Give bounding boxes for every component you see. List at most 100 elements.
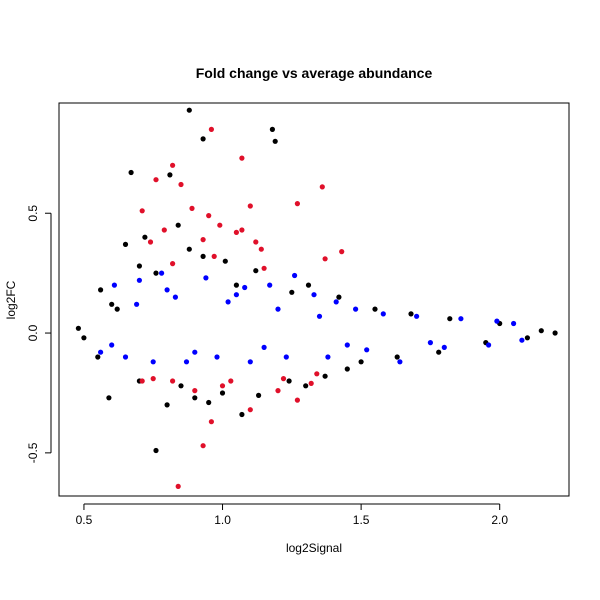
data-point-red [200,237,206,243]
data-point-red [228,378,234,384]
data-point-black [95,354,101,360]
data-point-blue [98,349,104,355]
data-point-black [128,169,134,176]
data-point-black [305,282,312,288]
data-point-black [153,270,159,276]
data-point-black [322,373,328,379]
data-point-red [314,371,320,377]
data-point-blue [122,354,129,360]
data-point-blue [172,294,178,300]
data-point-black [358,359,364,365]
data-point-black [122,241,129,247]
x-axis: 0.5 1.0 1.5 2.0 [76,503,508,527]
data-point-red [294,397,300,403]
x-tick-label: 1.5 [353,513,370,527]
y-tick-label: -0.5 [26,442,40,463]
data-point-red [147,239,154,245]
chart-title: Fold change vs average abundance [196,65,433,81]
data-point-blue [427,340,433,346]
data-point-blue [164,287,170,293]
data-point-black [436,349,442,355]
data-point-blue [225,299,231,305]
data-point-red [275,388,281,394]
data-point-blue [380,311,386,317]
y-axis: -0.5 0.0 0.5 [26,205,52,463]
data-point-blue [311,292,317,298]
data-point-blue [494,318,500,324]
data-point-black [136,263,142,269]
data-point-red [208,419,214,425]
data-point-black [408,311,414,317]
data-point-blue [441,344,447,350]
x-tick-label: 1.0 [214,513,231,527]
data-point-black [192,395,198,401]
data-point-red [322,256,328,262]
data-point-blue [275,306,281,312]
data-point-red [170,378,176,384]
data-point-blue [247,359,253,365]
data-point-red [139,208,145,214]
data-point-blue [150,359,156,365]
data-point-blue [344,342,350,348]
data-point-black [372,306,378,312]
data-point-blue [192,349,198,355]
data-point-blue [267,282,273,288]
data-point-red [219,383,226,389]
data-point-black [256,392,262,398]
data-point-black [81,335,87,341]
data-point-black [524,335,531,341]
data-point-red [150,376,156,382]
data-point-red [217,222,223,228]
data-point-black [186,246,192,252]
data-point-blue [325,354,331,360]
data-point-black [142,234,148,240]
data-point-red [206,213,212,219]
data-point-blue [233,292,239,298]
data-point-blue [486,342,492,348]
data-point-red [239,155,245,161]
data-point-red [239,227,245,233]
y-tick-label: 0.0 [26,324,40,341]
data-point-red [139,378,145,384]
data-point-black [269,126,275,132]
data-point-red [280,376,287,382]
data-point-red [253,239,259,245]
data-point-red [200,443,206,449]
x-tick-label: 2.0 [491,513,508,527]
data-point-red [294,201,300,207]
data-point-black [233,282,239,288]
data-point-black [200,136,206,142]
data-point-black [272,138,278,144]
data-point-blue [333,299,339,305]
data-point-red [233,229,239,235]
data-point-black [538,328,544,334]
data-point-blue [159,270,165,276]
data-point-red [261,265,267,271]
data-point-black [286,378,292,384]
data-point-black [178,383,184,389]
data-point-black [336,294,342,300]
data-point-black [344,366,350,372]
data-point-red [247,407,253,413]
data-point-red [175,483,181,489]
data-point-blue [111,282,117,288]
data-point-black [447,316,453,322]
data-point-black [222,258,228,264]
data-point-black [289,289,295,295]
data-points [75,107,558,489]
data-point-black [153,447,159,454]
data-point-red [319,184,325,190]
data-point-black [394,354,400,360]
data-point-black [303,383,309,389]
data-point-red [208,126,214,132]
data-point-blue [203,275,209,281]
data-point-black [75,325,81,331]
data-point-blue [242,284,248,291]
data-point-black [175,222,181,228]
data-point-blue [183,359,190,365]
data-point-black [552,330,558,336]
data-point-red [153,177,159,183]
data-point-black [206,399,212,406]
data-point-red [170,261,176,267]
data-point-black [164,402,170,408]
